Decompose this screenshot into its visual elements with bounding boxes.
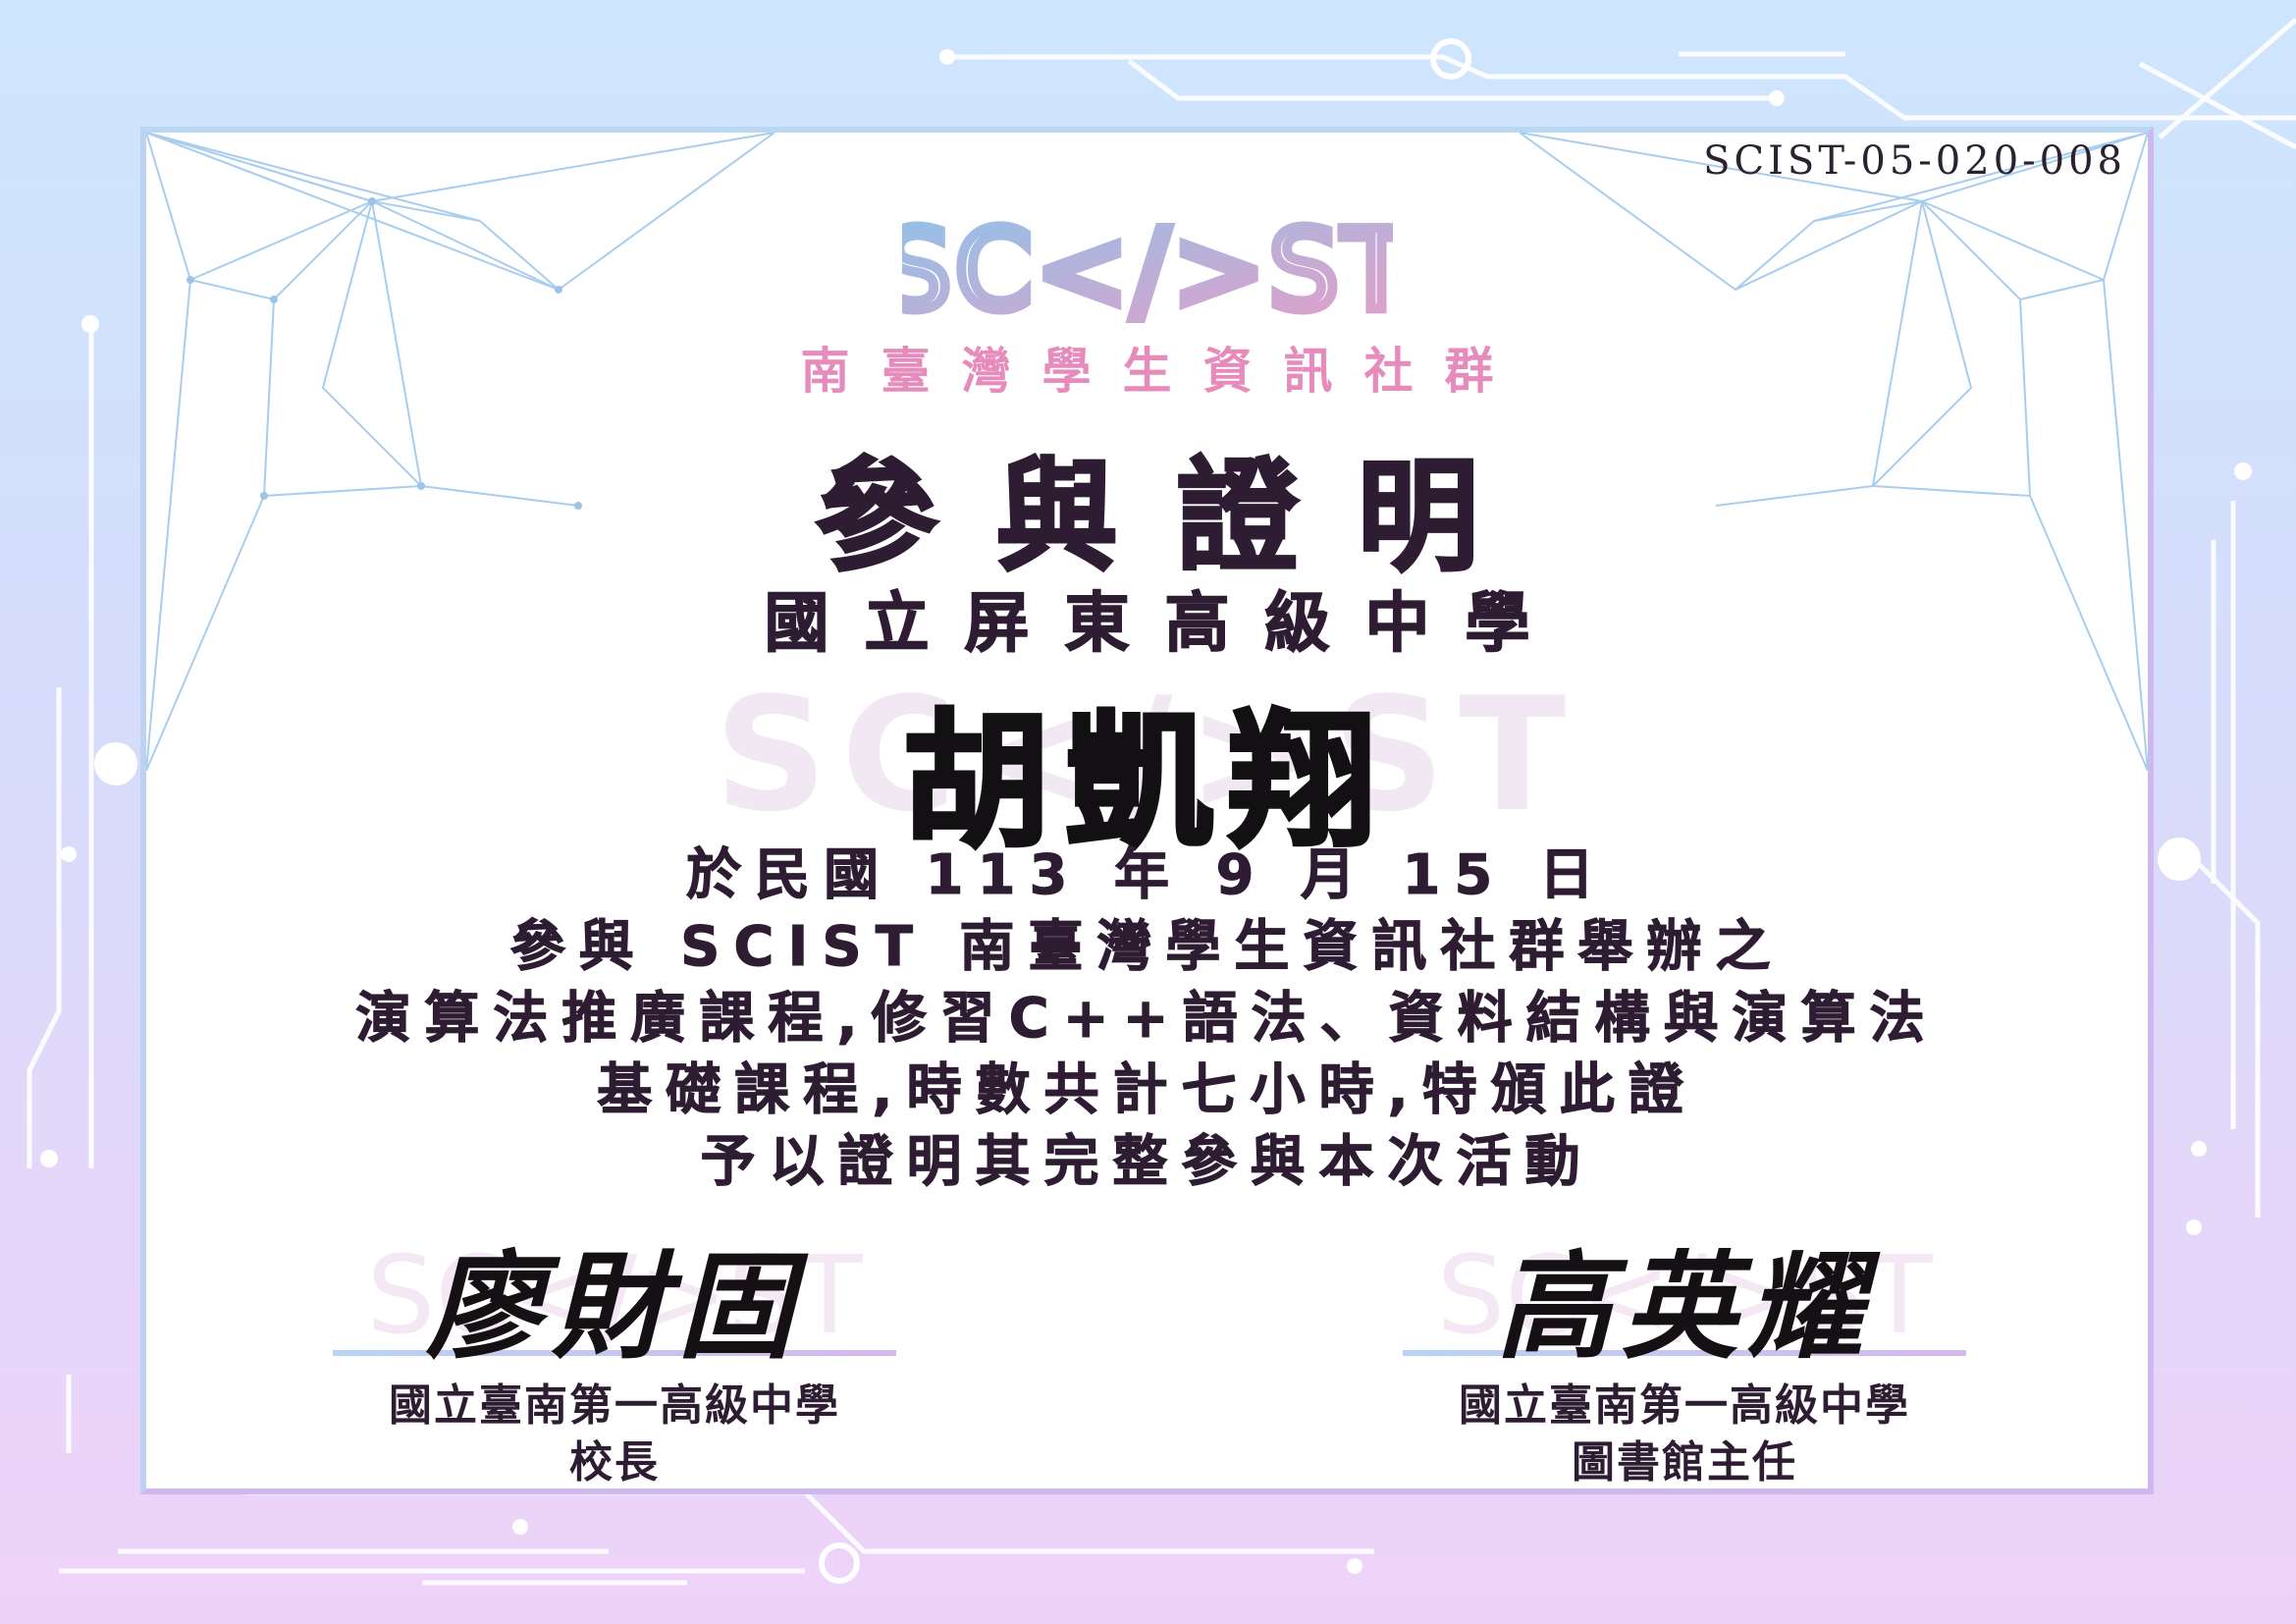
signature-block-librarian: SC</>ST 高英耀 國立臺南第一高級中學 圖書館主任 <box>1403 1203 1966 1491</box>
signature-line <box>1403 1350 1966 1356</box>
logo-text: SC</>ST <box>902 215 1393 323</box>
handwritten-signature: 廖財固 <box>425 1238 803 1375</box>
body-line: 予以證明其完整參與本次活動 <box>700 1130 1594 1195</box>
recipient-school: 國立屏東高級中學 <box>764 584 1566 662</box>
signature-block-principal: SC</>ST 廖財固 國立臺南第一高級中學 校長 <box>333 1203 896 1491</box>
signer-role: 校長 <box>569 1437 660 1488</box>
recipient-name: 胡凱翔 <box>900 695 1392 870</box>
scist-logo: SC</>ST <box>146 215 2148 323</box>
signature-line <box>333 1350 896 1356</box>
corner-decoration-left <box>146 133 775 771</box>
scist-logo-icon: SC</>ST <box>902 215 1393 323</box>
body-line: 於民國 113 年 9 月 15 日 <box>686 843 1608 908</box>
body-line: 參與 SCIST 南臺灣學生資訊社群舉辦之 <box>509 915 1785 980</box>
certificate-title: 參與證明 <box>814 446 1538 590</box>
logo-watermark: SC</>ST <box>366 1232 863 1358</box>
certificate-card: SCIST-05-020-008 SC</>ST 南臺灣學生資訊社群 參與證明 … <box>140 127 2154 1494</box>
certificate-body: 於民國 113 年 9 月 15 日 參與 SCIST 南臺灣學生資訊社群舉辦之… <box>146 839 2148 1198</box>
signature-mark: SC</>ST 廖財固 <box>333 1203 896 1375</box>
signer-role: 圖書館主任 <box>1572 1437 1797 1488</box>
body-line: 基礎課程,時數共計七小時,特頒此證 <box>597 1058 1697 1123</box>
logo-watermark: SC</>ST <box>714 663 1580 846</box>
handwritten-signature: 高英耀 <box>1495 1238 1873 1375</box>
signature-mark: SC</>ST 高英耀 <box>1403 1203 1966 1375</box>
logo-watermark: SC</>ST <box>1436 1232 1933 1358</box>
body-line: 演算法推廣課程,修習C++語法、資料結構與演算法 <box>355 987 1939 1052</box>
signer-organization: 國立臺南第一高級中學 <box>1459 1380 1910 1431</box>
corner-decoration-right <box>1519 133 2148 771</box>
signer-organization: 國立臺南第一高級中學 <box>389 1380 840 1431</box>
serial-number: SCIST-05-020-008 <box>1703 138 2126 184</box>
organization-name: 南臺灣學生資訊社群 <box>800 343 1525 400</box>
